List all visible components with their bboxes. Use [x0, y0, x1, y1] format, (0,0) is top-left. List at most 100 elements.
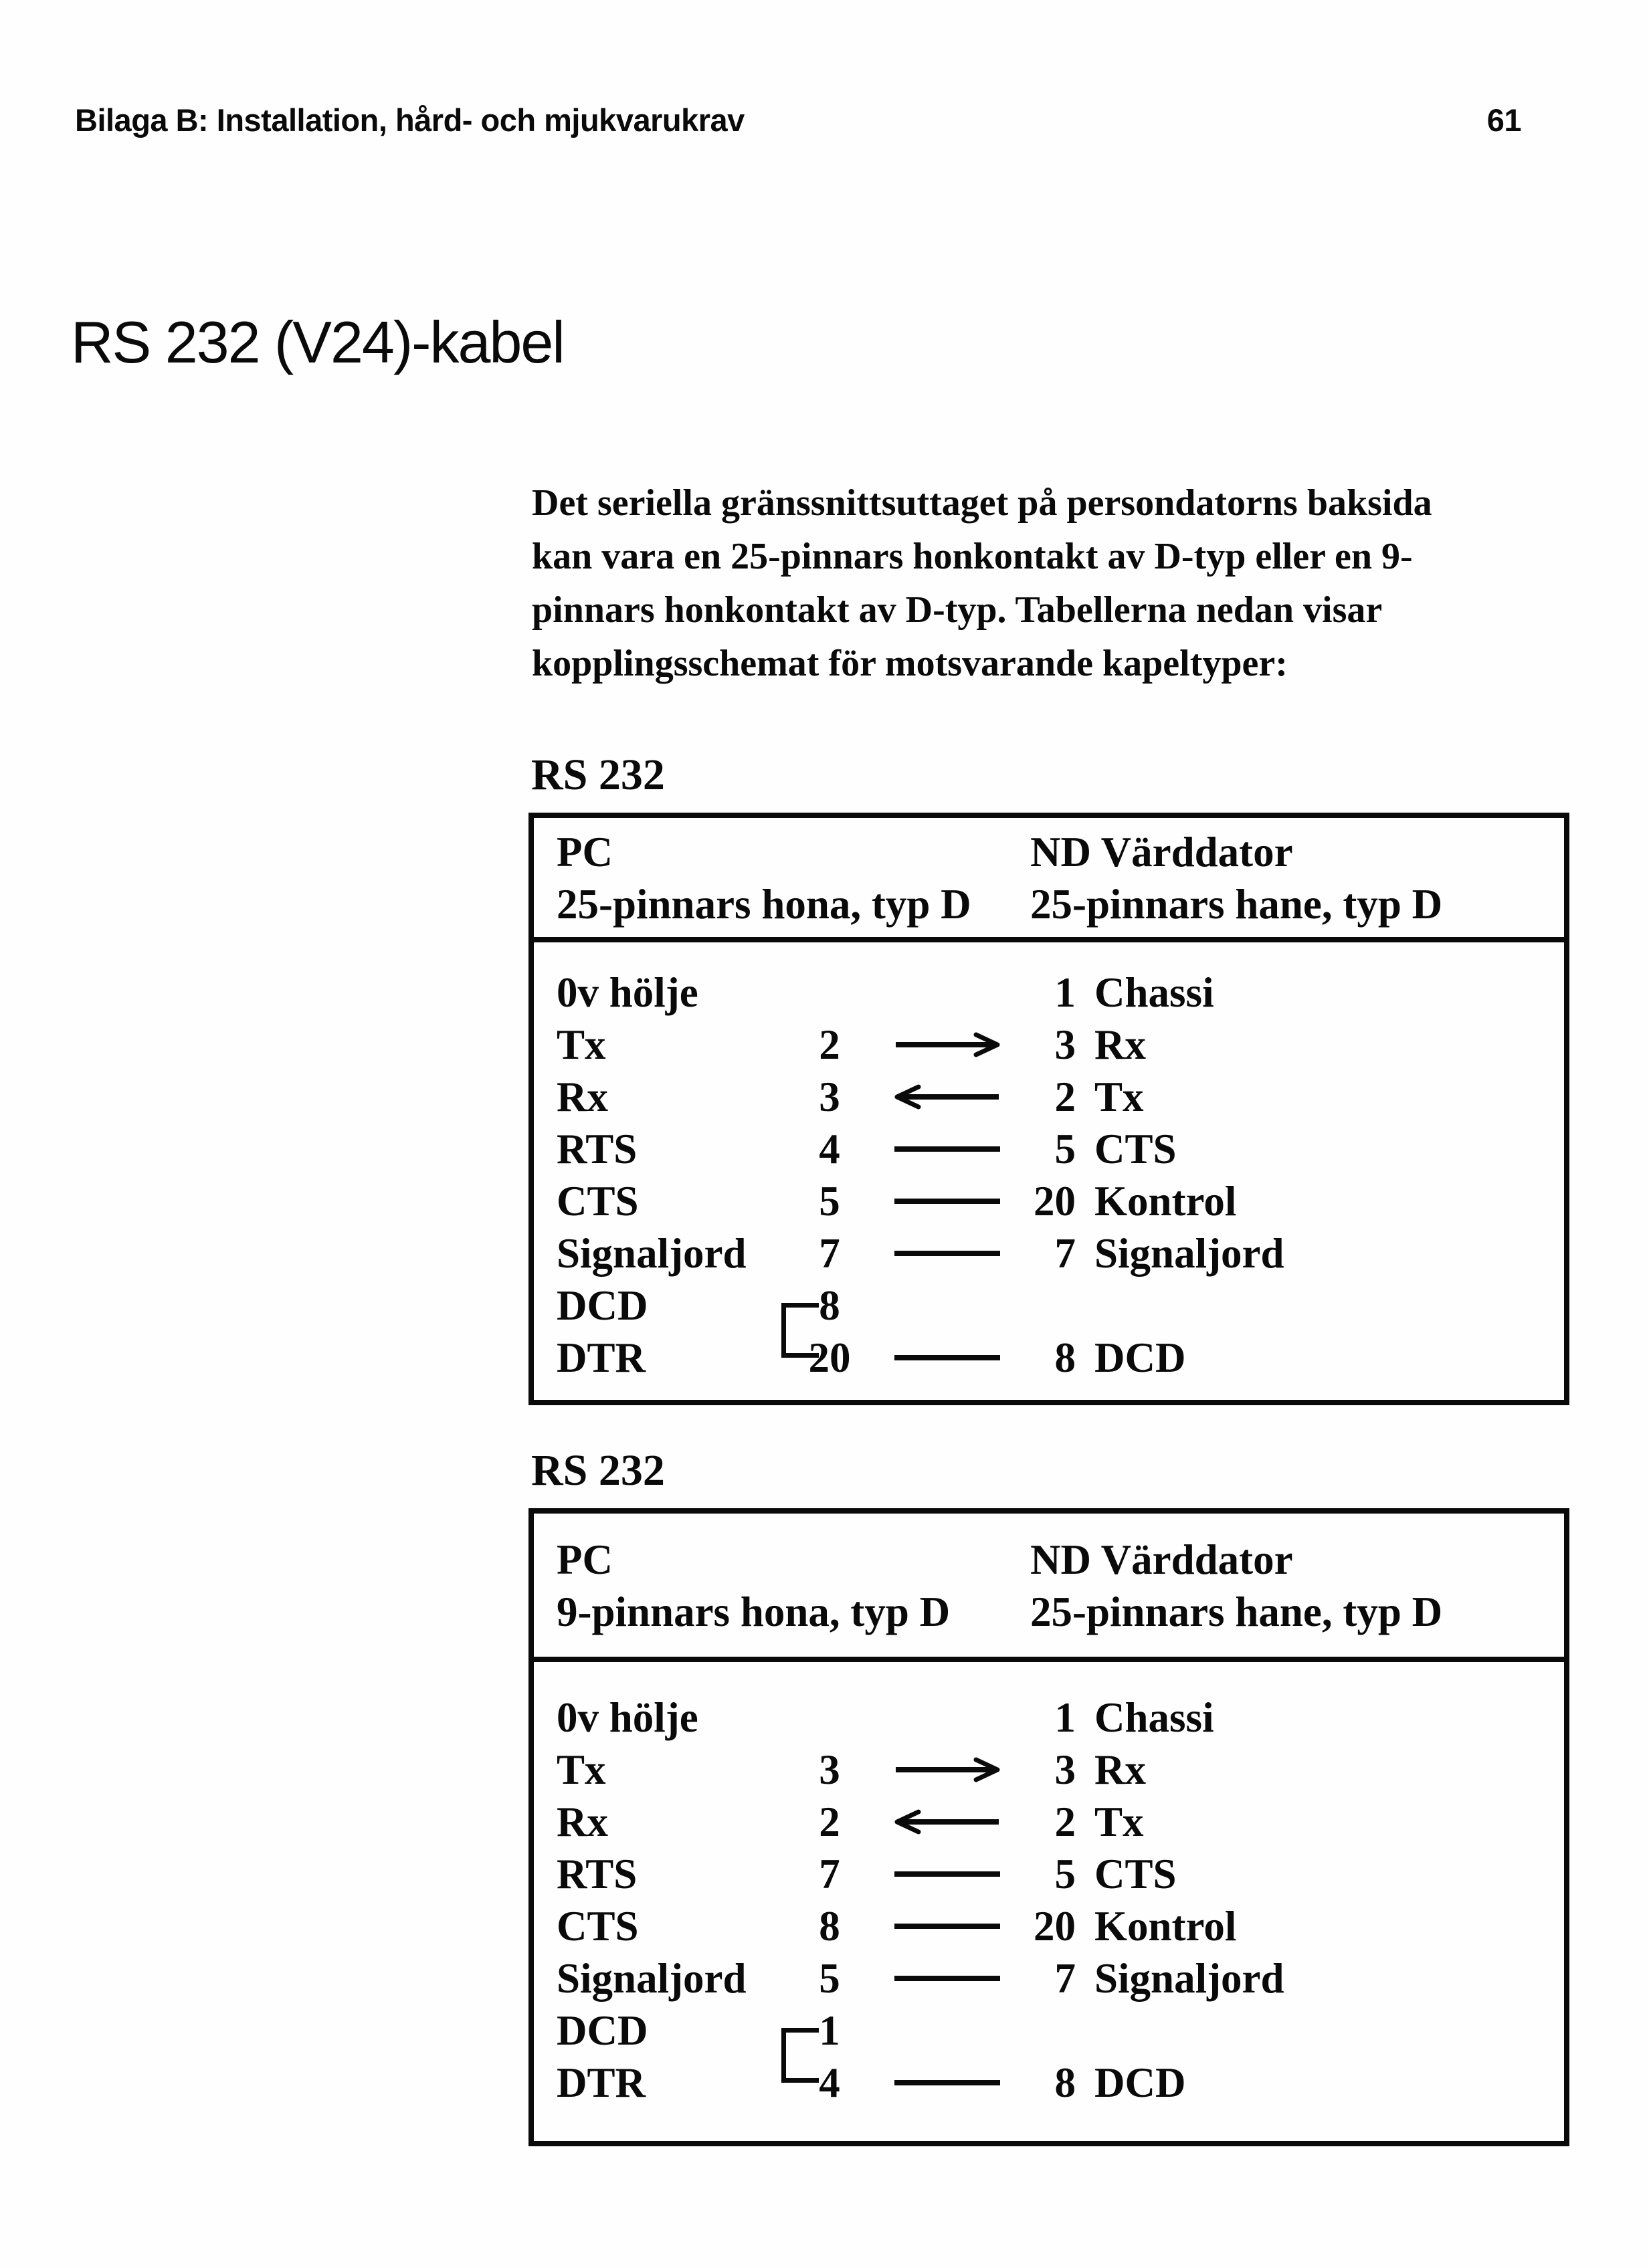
pin-strap-bracket: [781, 1303, 819, 1358]
nd-signal-label: CTS: [1094, 1850, 1177, 1897]
pin-row: CTS 8 20 Kontrol: [534, 1900, 1564, 1952]
pin-row: 0v hölje 1 Chassi: [534, 966, 1564, 1019]
wire-line-connector: [894, 2080, 1000, 2085]
connector-cell: [870, 1355, 1025, 1360]
table-label: RS 232: [531, 1446, 665, 1495]
nd-column-title: ND Värddator: [1030, 829, 1293, 875]
table-block-25pin: RS 232 PC 25-pinnars hona, typ D ND Värd…: [528, 752, 1569, 1405]
nd-signal-label: Signaljord: [1094, 1954, 1284, 2002]
pc-pin-number: 7: [819, 1229, 840, 1277]
pc-pin-number: 4: [819, 2059, 840, 2106]
connection-table: PC 9-pinnars hona, typ D ND Värddator 25…: [528, 1508, 1569, 2146]
table-body: 0v hölje 1 Chassi Tx 2 3 Rx Rx 3 2 Tx RTS 4 5 CTS CTS 5 2…: [534, 942, 1564, 1400]
nd-signal-label: Tx: [1094, 1073, 1144, 1120]
pc-pin-number: 1: [819, 2006, 840, 2054]
wire-line-connector: [894, 1871, 1000, 1877]
pc-signal-label: Signaljord: [557, 1229, 747, 1277]
pin-strap-bracket: [781, 2028, 819, 2083]
nd-pin-number: 1: [1054, 1693, 1076, 1741]
wire-line-connector: [894, 1146, 1000, 1152]
pc-column-title: PC: [557, 829, 613, 875]
nd-pin-number: 20: [1034, 1902, 1076, 1950]
connector-cell: [870, 1807, 1025, 1837]
nd-pin-number: 3: [1054, 1746, 1076, 1793]
pin-row: DCD 1: [534, 2004, 1564, 2057]
connector-cell: [870, 2080, 1025, 2085]
pc-signal-label: CTS: [557, 1177, 639, 1225]
table-block-9pin: RS 232 PC 9-pinnars hona, typ D ND Värdd…: [528, 1447, 1569, 2146]
nd-signal-label: Tx: [1094, 1798, 1144, 1845]
nd-pin-number: 2: [1054, 1073, 1076, 1120]
connector-cell: [870, 1871, 1025, 1877]
table-body: 0v hölje 1 Chassi Tx 3 3 Rx Rx 2 2 Tx RTS 7 5 CTS CTS 8 2…: [534, 1662, 1564, 2141]
nd-signal-label: Rx: [1094, 1021, 1146, 1068]
pc-signal-label: RTS: [557, 1850, 638, 1897]
running-header: Bilaga B: Installation, hård- och mjukva…: [75, 102, 745, 138]
pc-pin-number: 2: [819, 1798, 840, 1845]
arrow-left-icon: [894, 1809, 999, 1835]
page-number: 61: [1486, 102, 1522, 138]
wire-line-connector: [894, 1199, 1000, 1204]
pin-row: Rx 2 2 Tx: [534, 1796, 1564, 1848]
connector-cell: [870, 1755, 1025, 1784]
pin-row: DTR 20 8 DCD: [534, 1332, 1564, 1384]
nd-signal-label: Signaljord: [1094, 1229, 1284, 1277]
pc-column-subtitle: 25-pinnars hona, typ D: [557, 881, 971, 928]
connector-cell: [870, 1199, 1025, 1204]
nd-pin-number: 20: [1034, 1177, 1076, 1225]
pc-signal-label: CTS: [557, 1902, 639, 1950]
header-separator-line: [534, 937, 1564, 942]
connector-cell: [870, 1146, 1025, 1152]
pin-row: RTS 4 5 CTS: [534, 1123, 1564, 1175]
nd-pin-number: 5: [1054, 1125, 1076, 1172]
nd-column-subtitle: 25-pinnars hane, typ D: [1030, 881, 1443, 928]
pc-signal-label: RTS: [557, 1125, 638, 1172]
pc-pin-number: 5: [819, 1177, 840, 1225]
arrow-right-icon: [896, 1032, 1000, 1057]
pc-pin-number: 8: [819, 1281, 840, 1329]
pin-row: Tx 2 3 Rx: [534, 1019, 1564, 1071]
nd-pin-number: 1: [1054, 968, 1076, 1016]
pc-signal-label: Tx: [557, 1746, 606, 1793]
pc-signal-label: Rx: [557, 1798, 608, 1845]
pin-row: RTS 7 5 CTS: [534, 1848, 1564, 1900]
pc-column-subtitle: 9-pinnars hona, typ D: [557, 1588, 951, 1635]
pin-row: DTR 4 8 DCD: [534, 2057, 1564, 2109]
nd-column-subtitle: 25-pinnars hane, typ D: [1030, 1588, 1443, 1635]
pc-pin-number: 2: [819, 1021, 840, 1068]
pc-pin-number: 8: [819, 1902, 840, 1950]
wire-line-connector: [894, 1251, 1000, 1256]
pin-row: 0v hölje 1 Chassi: [534, 1691, 1564, 1744]
pc-pin-number: 3: [819, 1073, 840, 1120]
pc-signal-label: Rx: [557, 1073, 608, 1120]
nd-signal-label: Chassi: [1094, 1693, 1214, 1741]
pc-signal-label: 0v hölje: [557, 968, 698, 1016]
nd-signal-label: CTS: [1094, 1125, 1177, 1172]
nd-signal-label: Rx: [1094, 1746, 1146, 1793]
wire-line-connector: [894, 1924, 1000, 1929]
pc-signal-label: DTR: [557, 2059, 646, 2106]
nd-signal-label: Chassi: [1094, 968, 1214, 1016]
connector-cell: [870, 1251, 1025, 1256]
header-separator-line: [534, 1657, 1564, 1662]
pin-row: Tx 3 3 Rx: [534, 1744, 1564, 1796]
pin-row: CTS 5 20 Kontrol: [534, 1175, 1564, 1227]
nd-pin-number: 2: [1054, 1798, 1076, 1845]
nd-pin-number: 3: [1054, 1021, 1076, 1068]
nd-pin-number: 8: [1054, 1334, 1076, 1381]
pin-row: Signaljord 5 7 Signaljord: [534, 1952, 1564, 2004]
connector-cell: [870, 1082, 1025, 1112]
pc-pin-number: 5: [819, 1954, 840, 2002]
arrow-left-icon: [894, 1084, 999, 1110]
connection-table: PC 25-pinnars hona, typ D ND Värddator 2…: [528, 813, 1569, 1405]
pc-pin-number: 3: [819, 1746, 840, 1793]
nd-pin-number: 7: [1054, 1954, 1076, 2002]
pc-signal-label: DTR: [557, 1334, 646, 1381]
pc-signal-label: Signaljord: [557, 1954, 747, 2002]
nd-pin-number: 7: [1054, 1229, 1076, 1277]
pin-row: DCD 8: [534, 1279, 1564, 1332]
nd-signal-label: Kontrol: [1094, 1902, 1237, 1950]
section-title: RS 232 (V24)-kabel: [71, 309, 565, 375]
wire-line-connector: [894, 1355, 1000, 1360]
